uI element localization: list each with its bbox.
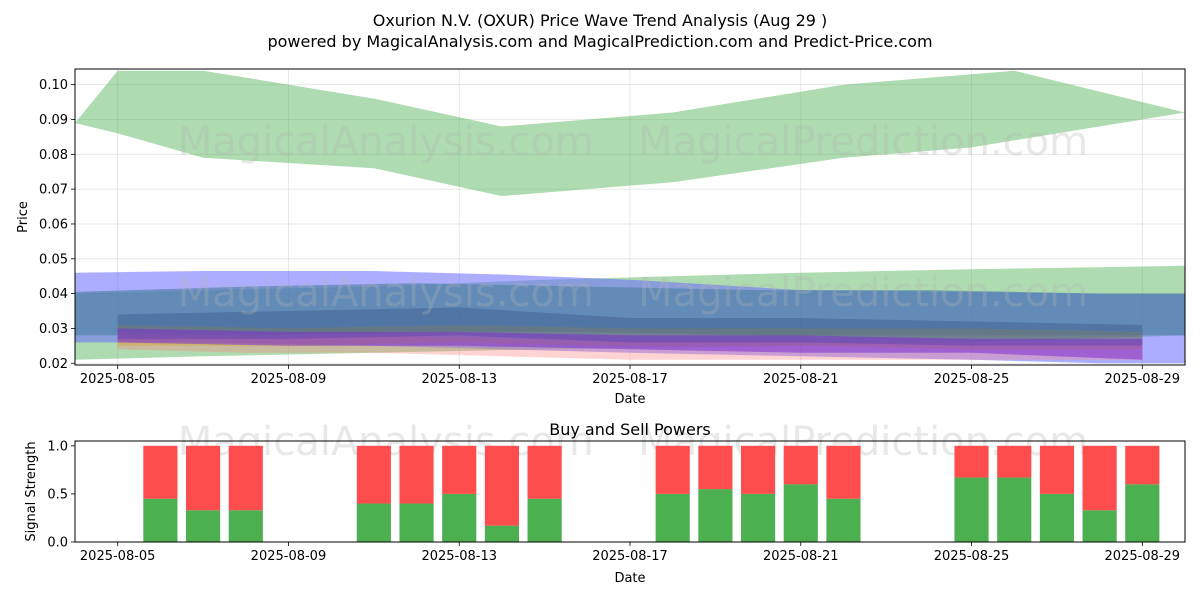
sell-bar [783,445,818,485]
buy-bar [741,493,776,542]
buy-bar [1039,493,1074,542]
sell-bar [655,445,690,494]
watermark-text: MagicalAnalysis.com [178,270,594,316]
chart-title: Oxurion N.V. (OXUR) Price Wave Trend Ana… [373,11,828,30]
x-tick-label: 2025-08-29 [1105,549,1181,564]
x-tick-label: 2025-08-25 [934,372,1010,387]
sell-bar [356,445,391,504]
sell-bar [442,445,477,494]
y-tick-label: 0.06 [39,217,68,232]
x-tick-label: 2025-08-21 [763,549,839,564]
buy-bar [143,498,178,542]
sell-bar [954,445,989,478]
y-tick-label: 0.03 [39,322,68,337]
buy-bar [826,498,861,542]
y-tick-label: 0.09 [39,113,68,128]
y-tick-label: 0.04 [39,287,68,302]
buy-sell-chart: 2025-08-05 2025-08-09 2025-08-13 2025-08-17… [24,419,1186,586]
buy-bar [655,493,690,542]
sell-bar [698,445,733,490]
y-tick-label: 0.0 [47,536,68,551]
x-tick-label: 2025-08-09 [251,549,327,564]
buy-bar [399,503,434,542]
y-tick-label: 0.07 [39,183,68,198]
x-tick-label: 2025-08-05 [80,549,156,564]
sell-bar [527,445,562,499]
x-tick-label: 2025-08-17 [592,549,668,564]
buy-bar [442,493,477,542]
chart-subtitle: powered by MagicalAnalysis.com and Magic… [267,32,932,51]
x-tick-label: 2025-08-25 [934,549,1010,564]
watermark-text: MagicalPrediction.com [638,119,1088,165]
x-tick-label: 2025-08-29 [1105,372,1181,387]
buy-bar [484,525,519,542]
buy-bar [228,510,263,542]
x-tick-label: 2025-08-21 [763,372,839,387]
sell-bar [1039,445,1074,494]
y-tick-label: 0.10 [39,78,68,93]
sell-bar [997,445,1032,478]
sell-bar [399,445,434,504]
sell-bar [741,445,776,494]
buy-bar [698,489,733,542]
x-tick-label: 2025-08-13 [421,372,497,387]
bottom-chart-title: Buy and Sell Powers [549,420,711,439]
price-wave-chart: 2025-08-05 2025-08-09 2025-08-13 2025-08-17… [16,68,1186,407]
sell-bar [186,445,221,511]
buy-bar [783,484,818,542]
sell-bar [826,445,861,499]
watermark-text: MagicalPrediction.com [638,270,1088,316]
y-tick-label: 0.05 [39,252,68,267]
buy-bar [186,510,221,542]
buy-bar [997,477,1032,542]
plot-frame [74,440,1186,543]
y-tick-label: 0.5 [47,487,68,502]
buy-bar [1082,510,1117,542]
y-tick-label: 0.08 [39,148,68,163]
sell-bar [143,445,178,499]
x-tick-label: 2025-08-17 [592,372,668,387]
sell-bar [1082,445,1117,511]
price-band [75,70,1185,197]
x-tick-label: 2025-08-05 [80,372,156,387]
y-tick-label: 0.02 [39,357,68,372]
buy-bar [527,498,562,542]
x-tick-label: 2025-08-13 [421,549,497,564]
y-axis-label: Price [16,201,31,233]
x-axis-label: Date [614,392,645,407]
sell-bar [1125,445,1160,485]
y-axis-label: Signal Strength [24,441,39,541]
sell-bar [228,445,263,511]
plot-frame [74,68,1186,366]
buy-bar [954,477,989,542]
band-layer [75,70,1185,364]
x-tick-label: 2025-08-09 [251,372,327,387]
x-axis-label: Date [614,571,645,586]
buy-bar [356,503,391,542]
sell-bar [484,445,519,526]
price-band [117,328,1143,360]
watermark-text: MagicalAnalysis.com [178,119,594,165]
y-tick-label: 1.0 [47,439,68,454]
buy-bar [1125,484,1160,542]
